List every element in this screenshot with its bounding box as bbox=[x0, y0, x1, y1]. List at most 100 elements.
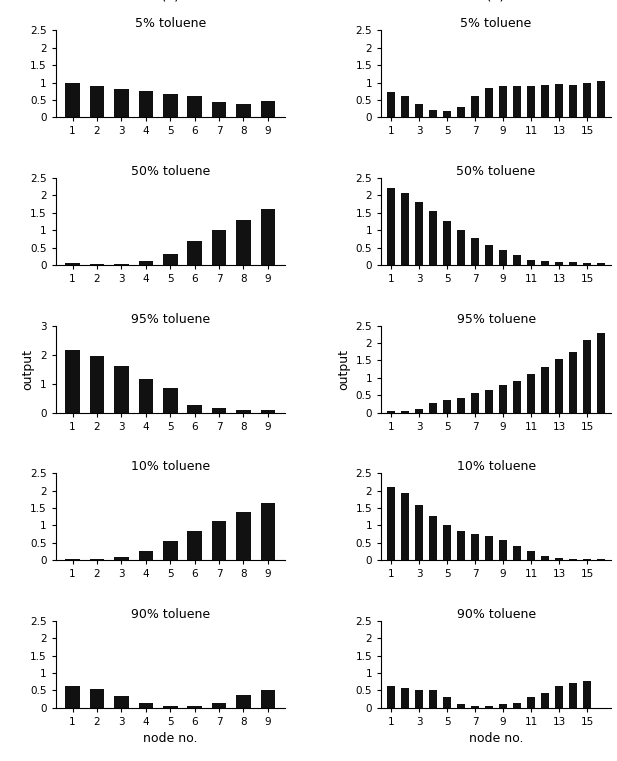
Bar bbox=[260, 503, 275, 560]
X-axis label: node no.: node no. bbox=[469, 732, 523, 745]
Bar bbox=[527, 86, 536, 117]
Bar bbox=[260, 690, 275, 708]
Bar bbox=[541, 85, 549, 117]
Bar bbox=[513, 546, 521, 560]
Bar bbox=[569, 85, 578, 117]
Bar bbox=[457, 398, 465, 412]
Bar bbox=[443, 525, 451, 560]
Bar bbox=[527, 697, 536, 708]
Bar bbox=[65, 686, 80, 708]
Bar bbox=[499, 704, 507, 708]
Bar bbox=[387, 189, 395, 265]
Bar bbox=[513, 703, 521, 708]
Bar bbox=[236, 409, 251, 412]
Bar bbox=[457, 704, 465, 708]
Bar bbox=[401, 193, 409, 265]
Bar bbox=[139, 91, 153, 117]
Bar bbox=[583, 339, 591, 412]
Bar bbox=[65, 82, 80, 117]
Bar bbox=[457, 530, 465, 560]
Bar bbox=[212, 408, 226, 412]
Bar bbox=[163, 94, 178, 117]
Bar bbox=[429, 211, 437, 265]
Bar bbox=[188, 706, 202, 708]
Bar bbox=[513, 380, 521, 412]
Bar bbox=[471, 706, 479, 708]
Bar bbox=[188, 241, 202, 265]
Bar bbox=[527, 260, 536, 265]
Bar bbox=[401, 493, 409, 560]
Bar bbox=[583, 263, 591, 265]
Bar bbox=[485, 536, 494, 560]
Bar bbox=[401, 411, 409, 412]
Bar bbox=[139, 379, 153, 412]
Bar bbox=[429, 403, 437, 412]
Bar bbox=[527, 374, 536, 412]
Bar bbox=[65, 263, 80, 265]
Bar bbox=[485, 88, 494, 117]
Bar bbox=[485, 390, 494, 412]
Bar bbox=[569, 352, 578, 412]
Bar bbox=[415, 104, 423, 117]
Title: 10% toluene: 10% toluene bbox=[131, 460, 210, 473]
Bar bbox=[555, 558, 563, 560]
Bar bbox=[139, 703, 153, 708]
Bar bbox=[443, 400, 451, 412]
Bar bbox=[387, 686, 395, 708]
Bar bbox=[212, 521, 226, 560]
Title: 90% toluene: 90% toluene bbox=[131, 608, 210, 621]
Title: 50% toluene: 50% toluene bbox=[131, 165, 210, 178]
Bar bbox=[499, 385, 507, 412]
Bar bbox=[555, 358, 563, 412]
Bar bbox=[188, 97, 202, 117]
Bar bbox=[387, 487, 395, 560]
Bar bbox=[457, 107, 465, 117]
Bar bbox=[597, 81, 605, 117]
Y-axis label: output: output bbox=[337, 349, 350, 390]
Bar bbox=[555, 262, 563, 265]
Bar bbox=[499, 86, 507, 117]
Bar bbox=[89, 356, 104, 412]
Bar bbox=[485, 245, 494, 265]
Bar bbox=[212, 702, 226, 708]
Bar bbox=[555, 686, 563, 708]
Bar bbox=[555, 84, 563, 117]
Bar bbox=[139, 262, 153, 265]
Bar bbox=[597, 263, 605, 265]
Bar bbox=[236, 695, 251, 708]
Title: 90% toluene: 90% toluene bbox=[457, 608, 536, 621]
Bar bbox=[541, 556, 549, 560]
Bar bbox=[163, 706, 178, 708]
Bar bbox=[212, 102, 226, 117]
Bar bbox=[583, 680, 591, 708]
Bar bbox=[541, 693, 549, 708]
Bar bbox=[401, 97, 409, 117]
Bar bbox=[471, 534, 479, 560]
Bar bbox=[236, 104, 251, 117]
Text: (a): (a) bbox=[160, 0, 180, 2]
Title: 5% toluene: 5% toluene bbox=[460, 18, 532, 30]
Bar bbox=[163, 254, 178, 265]
Title: 50% toluene: 50% toluene bbox=[457, 165, 536, 178]
Text: (b): (b) bbox=[486, 0, 506, 2]
Bar bbox=[114, 696, 129, 708]
Title: 10% toluene: 10% toluene bbox=[457, 460, 536, 473]
Bar bbox=[236, 512, 251, 560]
Bar bbox=[471, 97, 479, 117]
Bar bbox=[527, 552, 536, 560]
Bar bbox=[89, 86, 104, 117]
Bar bbox=[471, 393, 479, 412]
Bar bbox=[513, 255, 521, 265]
Bar bbox=[65, 559, 80, 560]
Bar bbox=[163, 541, 178, 560]
Bar bbox=[188, 406, 202, 412]
Title: 5% toluene: 5% toluene bbox=[135, 18, 206, 30]
Title: 95% toluene: 95% toluene bbox=[131, 313, 210, 326]
Bar bbox=[212, 230, 226, 265]
Bar bbox=[429, 690, 437, 708]
Bar bbox=[457, 230, 465, 265]
Bar bbox=[260, 410, 275, 412]
Bar bbox=[597, 333, 605, 412]
Bar bbox=[139, 552, 153, 560]
Bar bbox=[236, 220, 251, 265]
